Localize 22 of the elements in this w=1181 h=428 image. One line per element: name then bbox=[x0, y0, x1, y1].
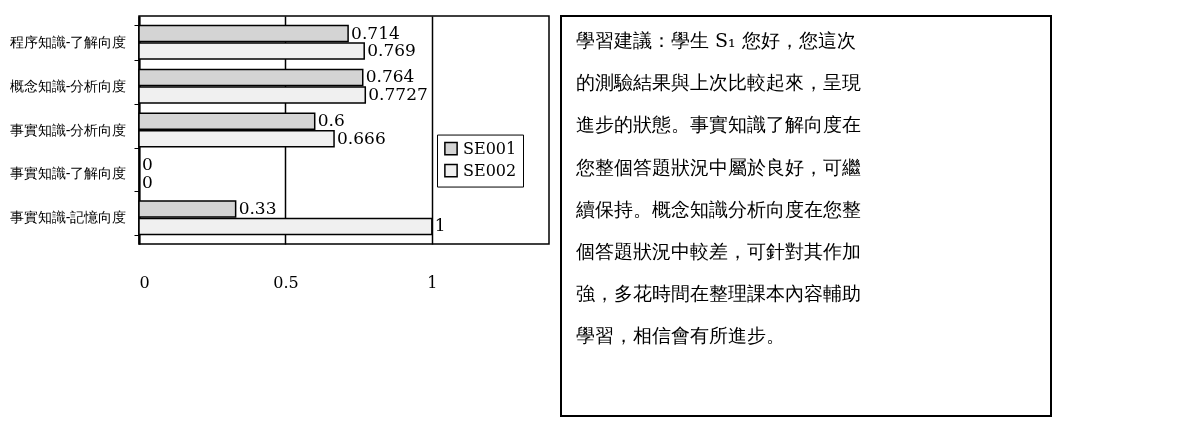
x-tick-label: 0 bbox=[139, 272, 150, 292]
text: 學習，相信會有所進步。 bbox=[576, 324, 785, 346]
x-tick-label: 0.5 bbox=[273, 272, 299, 292]
text: 強，多花時間在整理課本內容輔助 bbox=[576, 281, 861, 304]
text: 個答題狀況中較差，可針對其作加 bbox=[576, 239, 861, 262]
data-label: 1 bbox=[434, 215, 446, 236]
y-tick-label: 事實知識-了解向度 bbox=[9, 165, 127, 182]
text: 您整個答題狀況中屬於良好，可繼 bbox=[575, 155, 861, 178]
y-tick-label: 概念知識-分析向度 bbox=[9, 77, 127, 94]
text: 續保持。概念知識分析向度在您整 bbox=[575, 197, 861, 220]
text: 學習建議：學生 S₁ 您好，您這次 bbox=[576, 29, 856, 52]
text: 的測驗結果與上次比較起來，呈現 bbox=[576, 71, 861, 94]
legend-label: SE001 bbox=[463, 138, 517, 158]
data-label: 0.33 bbox=[238, 197, 277, 218]
data-label: 0.714 bbox=[351, 22, 400, 43]
text: 進步的狀態。事實知識了解向度在 bbox=[576, 113, 861, 136]
y-tick-label: 事實知識-記憶向度 bbox=[9, 209, 127, 226]
x-tick-label: 1 bbox=[427, 272, 438, 292]
data-label: 0.769 bbox=[367, 40, 416, 61]
legend-label: SE002 bbox=[463, 160, 517, 180]
y-tick-label: 事實知識-分析向度 bbox=[9, 121, 127, 138]
y-tick-label: 程序知識-了解向度 bbox=[9, 33, 127, 50]
